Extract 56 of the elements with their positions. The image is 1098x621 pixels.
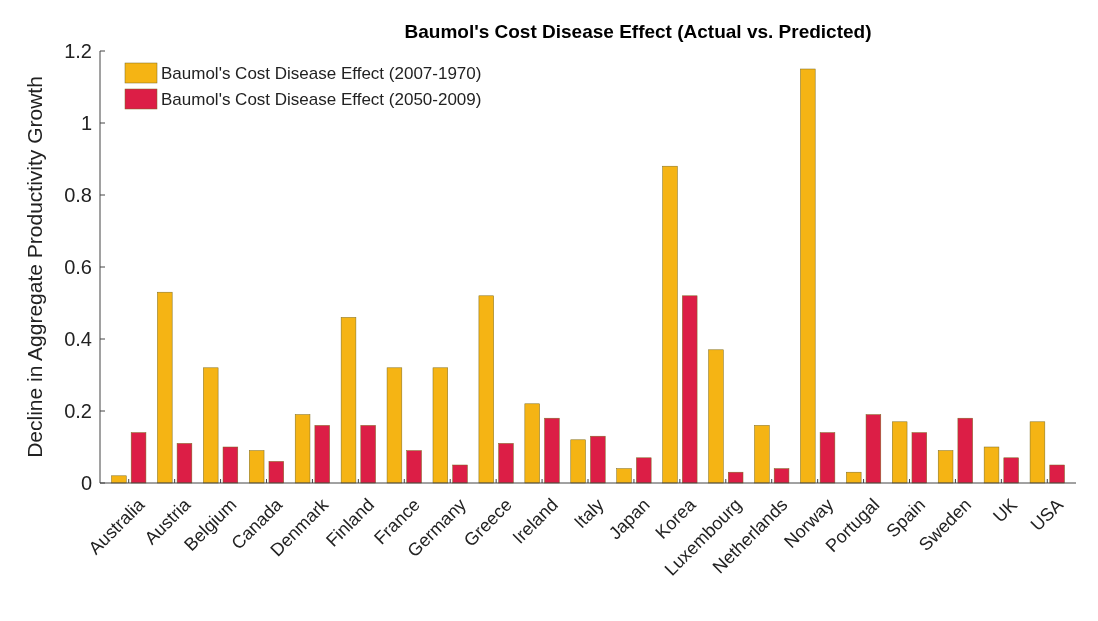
y-tick-label: 0.8 bbox=[64, 184, 92, 206]
bar bbox=[590, 435, 606, 484]
bar bbox=[1003, 457, 1019, 484]
x-tick-label: USA bbox=[1026, 494, 1068, 535]
y-tick-label: 1 bbox=[80, 112, 92, 134]
bar bbox=[268, 461, 284, 484]
bar bbox=[728, 471, 744, 484]
bar bbox=[773, 468, 790, 484]
x-tick-label: UK bbox=[989, 494, 1022, 527]
bar bbox=[203, 367, 219, 484]
bar bbox=[636, 457, 652, 484]
x-tick-label: Italy bbox=[570, 494, 608, 533]
bar bbox=[544, 417, 560, 484]
bar bbox=[294, 414, 311, 484]
bar bbox=[406, 450, 422, 484]
bar bbox=[478, 295, 494, 484]
bar bbox=[176, 443, 193, 484]
bar bbox=[249, 450, 265, 484]
bar bbox=[616, 468, 632, 484]
bar bbox=[800, 68, 816, 484]
bar bbox=[360, 425, 376, 484]
bar bbox=[846, 471, 862, 484]
bar bbox=[911, 432, 927, 484]
bar bbox=[1029, 421, 1046, 484]
y-tick-label: 0.6 bbox=[64, 256, 92, 278]
y-tick-label: 0.4 bbox=[64, 328, 92, 350]
bar bbox=[498, 443, 514, 484]
y-tick-label: 0 bbox=[80, 472, 92, 494]
bar bbox=[524, 403, 540, 484]
bar bbox=[983, 446, 1000, 484]
y-tick-label: 0.2 bbox=[64, 400, 92, 422]
bar bbox=[662, 165, 678, 484]
y-tick-label: 1.2 bbox=[64, 40, 92, 62]
bar bbox=[682, 295, 698, 484]
bar bbox=[1049, 464, 1065, 484]
bar bbox=[452, 464, 468, 484]
bar bbox=[432, 367, 448, 484]
bar bbox=[111, 475, 127, 484]
bar bbox=[130, 432, 147, 484]
bar bbox=[957, 417, 973, 484]
bar bbox=[222, 446, 239, 484]
bar bbox=[386, 367, 403, 484]
legend-label: Baumol's Cost Disease Effect (2007-1970) bbox=[161, 63, 482, 83]
legend-label: Baumol's Cost Disease Effect (2050-2009) bbox=[161, 89, 482, 109]
bar bbox=[340, 317, 357, 484]
bar bbox=[819, 432, 836, 484]
chart-title: Baumol's Cost Disease Effect (Actual vs. Predicted) bbox=[404, 21, 872, 42]
bar bbox=[937, 450, 954, 484]
bar bbox=[892, 421, 908, 484]
bar bbox=[157, 291, 173, 484]
bar bbox=[314, 425, 330, 484]
bar bbox=[865, 414, 882, 484]
bar bbox=[754, 425, 770, 484]
bar bbox=[570, 439, 586, 484]
y-axis-title: Decline in Aggregate Productivity Growth bbox=[23, 76, 46, 458]
bar bbox=[708, 349, 724, 484]
